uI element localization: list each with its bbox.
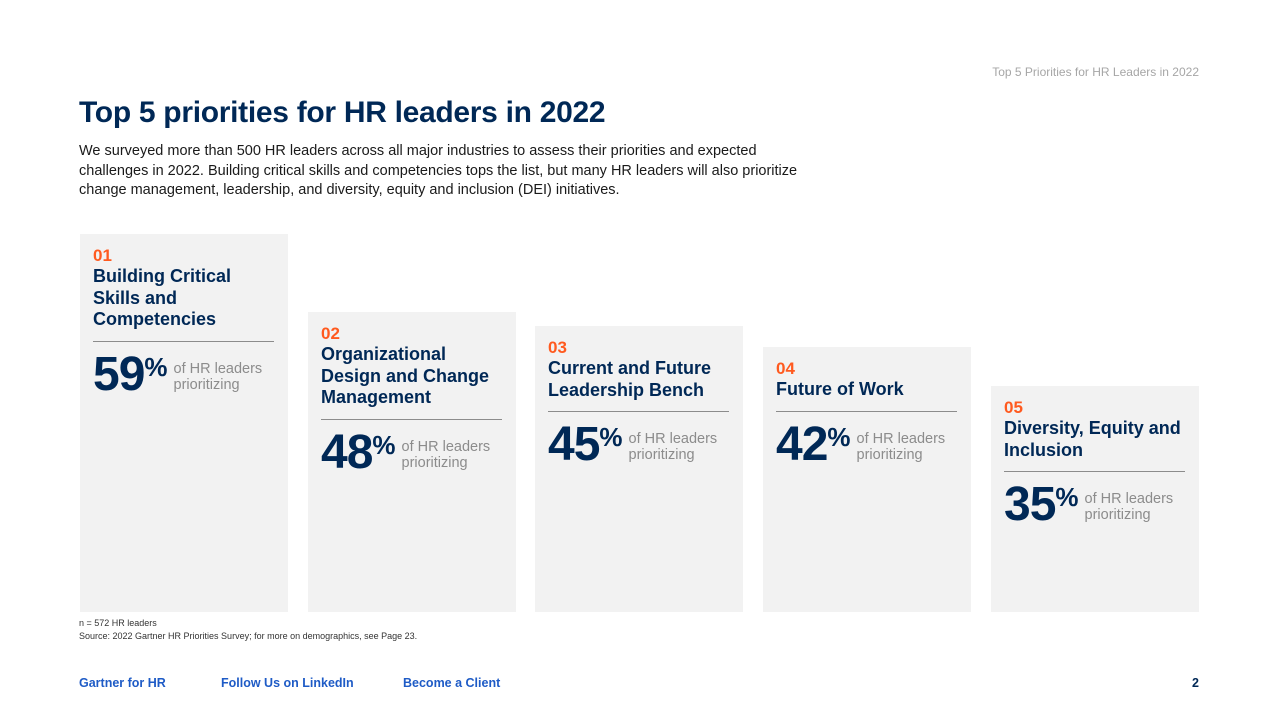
source-note: Source: 2022 Gartner HR Priorities Surve… (79, 631, 418, 641)
priority-stat: 35 % of HR leaders prioritizing (1004, 480, 1185, 530)
priority-stat: 48 % of HR leaders prioritizing (321, 425, 502, 479)
percentage-label: of HR leaders prioritizing (1084, 491, 1174, 523)
priority-name: Future of Work (776, 379, 957, 412)
percent-sign: % (144, 351, 168, 382)
priority-name: Organizational Design and Change Managem… (321, 344, 502, 420)
percent-sign: % (599, 422, 623, 452)
percentage-label: of HR leaders prioritizing (173, 360, 263, 393)
footer-link-become-client[interactable]: Become a Client (403, 676, 501, 690)
priority-card-3: 03 Current and Future Leadership Bench 4… (535, 326, 743, 612)
priority-number: 01 (93, 246, 112, 265)
page-number: 2 (1192, 676, 1199, 690)
priority-name: Current and Future Leadership Bench (548, 358, 729, 412)
percent-sign: % (827, 421, 851, 452)
percentage-label: of HR leaders prioritizing (856, 430, 946, 463)
priority-card-1: 01 Building Critical Skills and Competen… (80, 234, 288, 612)
percentage-value: 48 (321, 425, 373, 479)
priority-number: 04 (776, 359, 795, 378)
percentage-label: of HR leaders prioritizing (628, 431, 718, 463)
priority-stat: 42 % of HR leaders prioritizing (776, 417, 957, 471)
intro-paragraph: We surveyed more than 500 HR leaders acr… (79, 143, 798, 198)
priority-number: 05 (1004, 398, 1023, 417)
priority-number: 03 (548, 338, 567, 357)
priority-name: Building Critical Skills and Competencie… (93, 266, 274, 342)
percentage-value: 35 (1004, 478, 1056, 531)
percentage-value: 45 (548, 418, 600, 471)
priority-card-4: 04 Future of Work 42 % of HR leaders pri… (763, 347, 971, 612)
percentage-label: of HR leaders prioritizing (401, 438, 491, 471)
priority-card-2: 02 Organizational Design and Change Mana… (308, 312, 516, 612)
priority-card-5: 05 Diversity, Equity and Inclusion 35 % … (991, 386, 1199, 612)
running-header: Top 5 Priorities for HR Leaders in 2022 (992, 65, 1199, 79)
priority-stat: 59 % of HR leaders prioritizing (93, 347, 274, 401)
page-title: Top 5 priorities for HR leaders in 2022 (79, 96, 606, 129)
footer-link-gartner-for-hr[interactable]: Gartner for HR (79, 676, 166, 690)
priority-name: Diversity, Equity and Inclusion (1004, 418, 1185, 472)
footer-link-follow-linkedin[interactable]: Follow Us on LinkedIn (221, 676, 354, 690)
priority-stat: 45 % of HR leaders prioritizing (548, 420, 729, 470)
percentage-value: 42 (776, 417, 828, 471)
priority-number: 02 (321, 324, 340, 343)
percentage-value: 59 (93, 347, 145, 401)
footnote: n = 572 HR leaders Source: 2022 Gartner … (79, 617, 417, 643)
percent-sign: % (372, 429, 396, 460)
percent-sign: % (1055, 482, 1079, 512)
sample-size-note: n = 572 HR leaders (79, 618, 157, 628)
